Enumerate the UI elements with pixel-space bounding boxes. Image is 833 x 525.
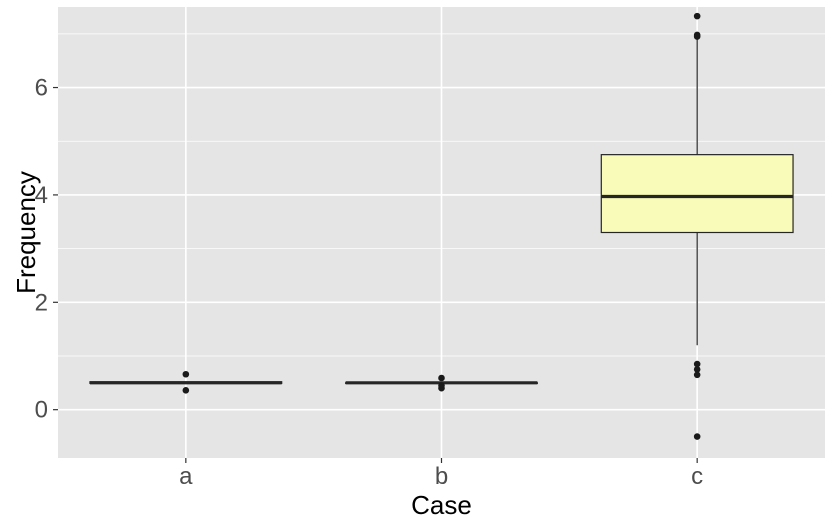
x-axis-title: Case [411, 490, 472, 520]
x-tick-label: b [435, 463, 448, 490]
outlier-point [438, 382, 445, 389]
y-axis-ticks: 0 2 4 6 [35, 75, 58, 424]
outlier-point [438, 374, 445, 382]
x-tick-label: a [179, 463, 193, 490]
outlier-point [182, 370, 190, 378]
boxes [89, 12, 794, 440]
outlier-point [693, 371, 701, 379]
outlier-point [693, 33, 701, 40]
box-c [600, 12, 794, 440]
outlier-point [693, 433, 701, 440]
outlier-point [693, 360, 701, 368]
outlier-point [693, 366, 701, 373]
y-axis-title: Frequency [11, 171, 41, 294]
outlier-point [182, 387, 190, 394]
box-b [345, 374, 538, 392]
box-a [89, 370, 283, 394]
x-tick-label: c [691, 463, 703, 490]
y-tick-label: 4 [35, 182, 48, 209]
y-tick-label: 0 [35, 397, 48, 424]
y-tick-label: 6 [35, 75, 48, 102]
y-tick-label: 2 [35, 289, 48, 316]
box-body [600, 154, 794, 234]
x-axis-ticks: a b c [179, 458, 703, 490]
outlier-point [693, 12, 701, 20]
